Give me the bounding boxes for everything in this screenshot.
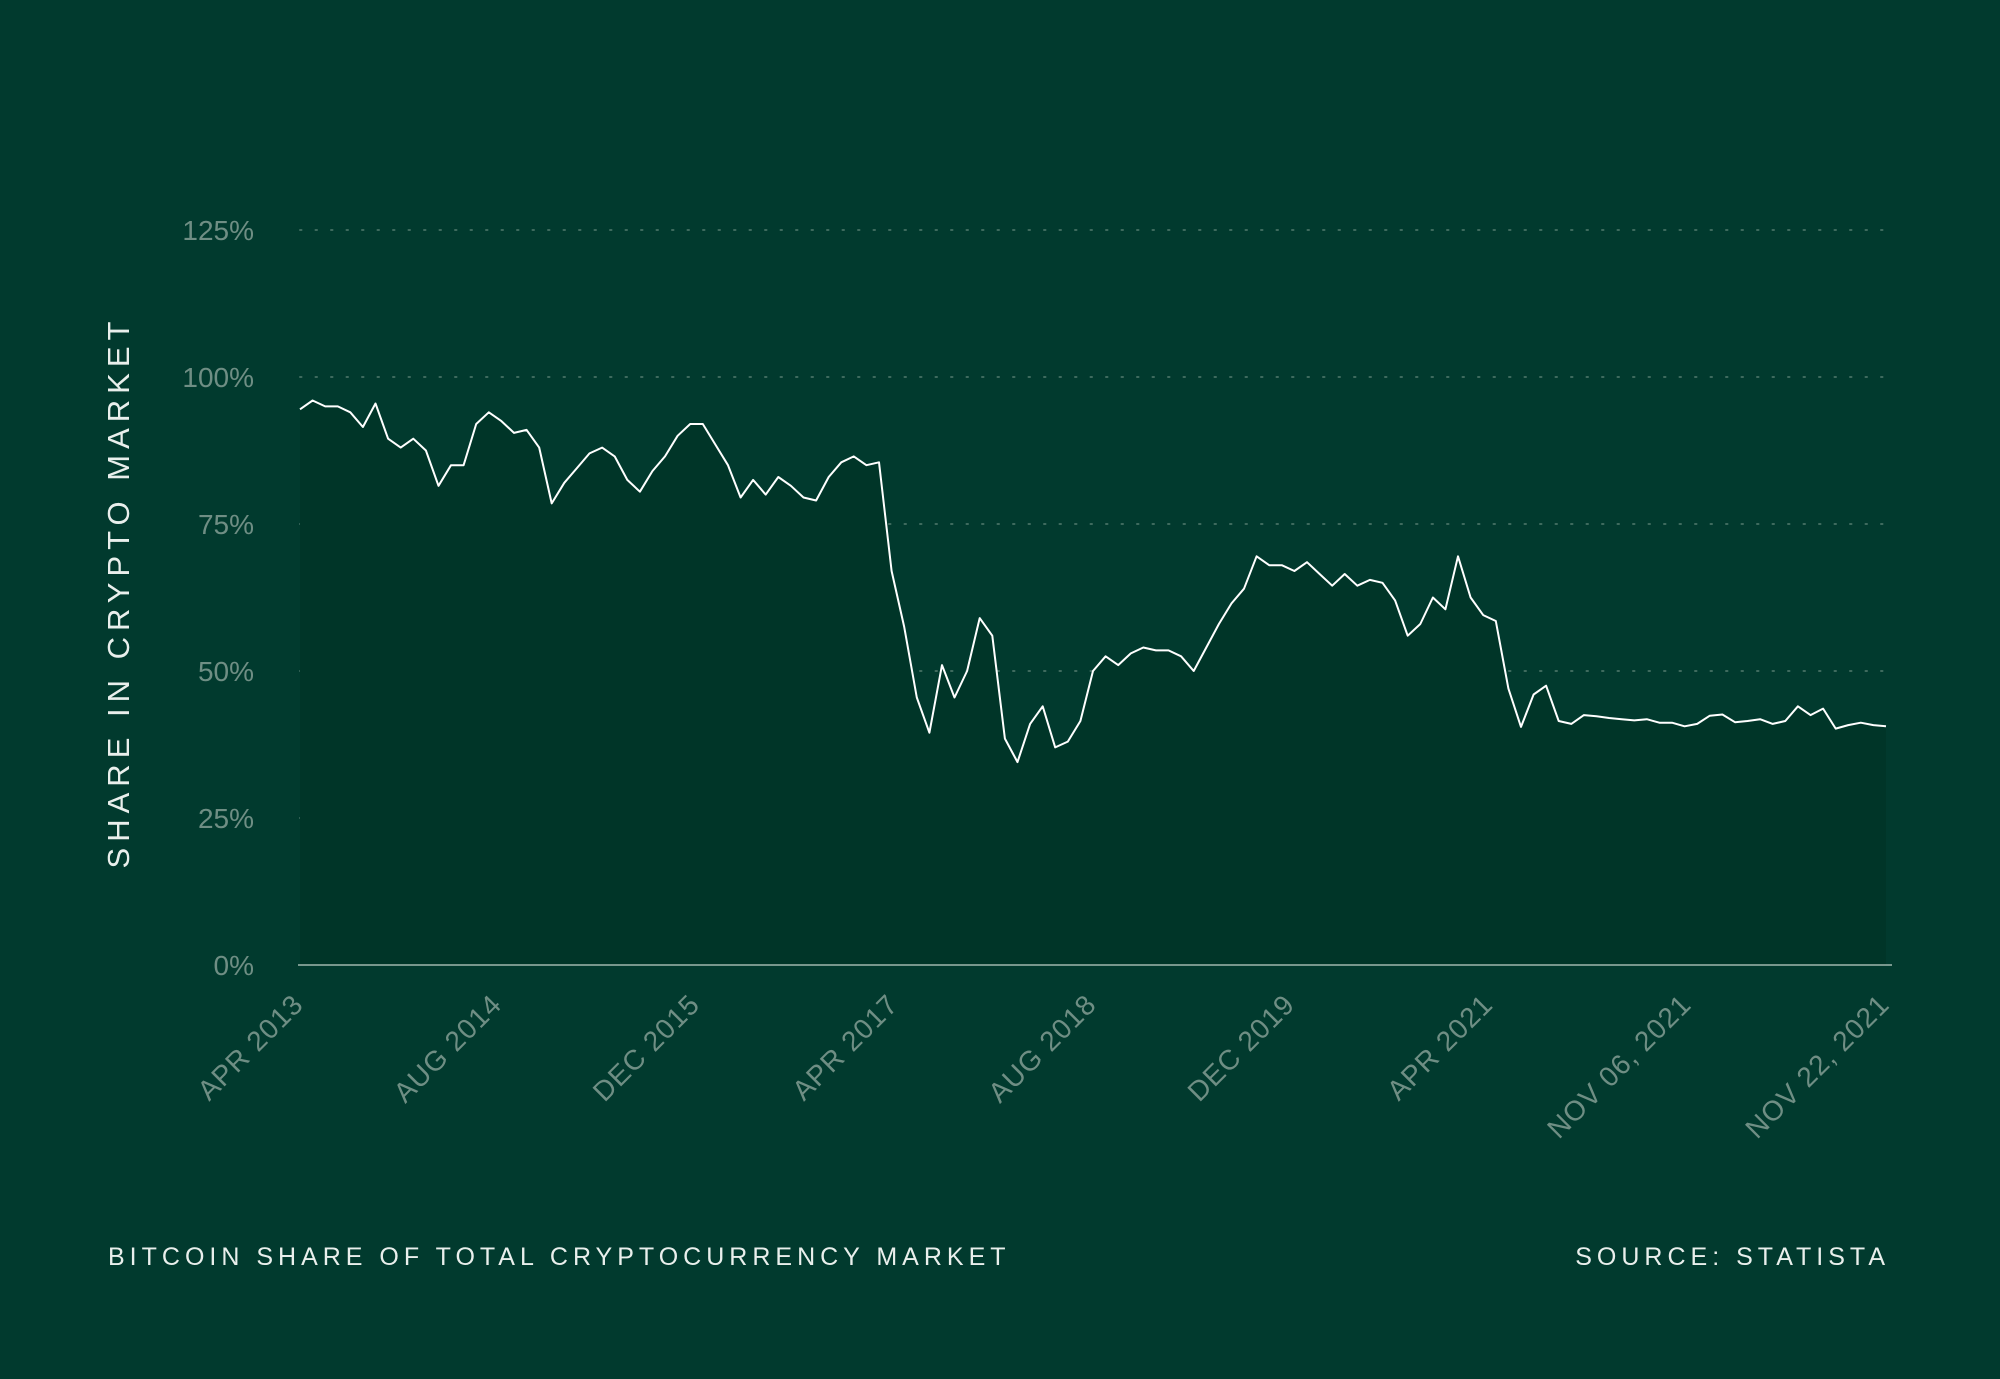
x-tick-label: NOV 06, 2021 <box>1541 988 1697 1144</box>
chart-source: SOURCE: STATISTA <box>1575 1243 1890 1271</box>
y-axis-label: SHARE IN CRYPTO MARKET <box>101 316 136 869</box>
y-tick-label: 25% <box>198 803 254 834</box>
y-tick-label: 100% <box>182 362 254 393</box>
x-tick-label: NOV 22, 2021 <box>1739 988 1895 1144</box>
x-tick-label: DEC 2019 <box>1182 988 1301 1107</box>
series-area <box>300 400 1886 965</box>
series-line <box>299 399 1887 764</box>
x-tick-label: APR 2017 <box>786 988 904 1106</box>
x-tick-label: APR 2013 <box>191 988 309 1106</box>
y-axis-ticks: 0% 25% 50% 75% 100% 125% <box>182 215 254 981</box>
x-tick-label: DEC 2015 <box>587 988 706 1107</box>
x-tick-label: AUG 2014 <box>388 988 508 1108</box>
y-tick-label: 50% <box>198 656 254 687</box>
x-tick-label: APR 2021 <box>1381 988 1499 1106</box>
chart-title: BITCOIN SHARE OF TOTAL CRYPTOCURRENCY MA… <box>108 1243 1011 1271</box>
y-tick-label: 75% <box>198 509 254 540</box>
y-tick-label: 0% <box>214 950 254 981</box>
x-tick-label: AUG 2018 <box>982 988 1102 1108</box>
y-tick-label: 125% <box>182 215 254 246</box>
x-axis-ticks: APR 2013 AUG 2014 DEC 2015 APR 2017 AUG 2018… <box>191 988 1895 1144</box>
